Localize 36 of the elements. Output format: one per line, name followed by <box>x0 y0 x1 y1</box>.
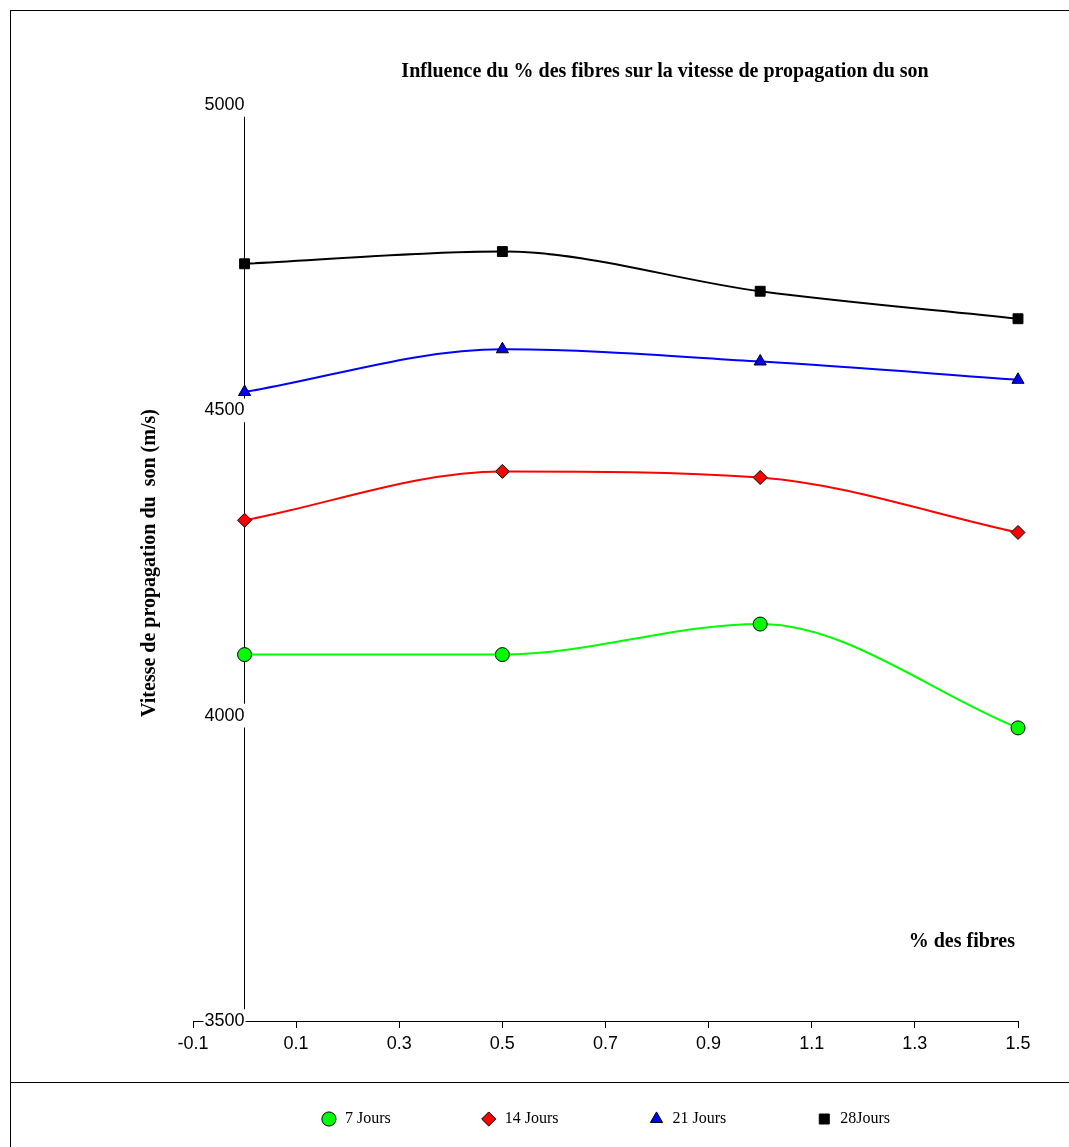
point <box>237 647 253 663</box>
x-axis-title: % des fibres <box>908 929 1016 952</box>
y-tick-label: 5000 <box>204 93 245 114</box>
point <box>1011 372 1025 384</box>
legend-label: 7 Jours <box>344 1109 391 1127</box>
point <box>752 470 768 486</box>
x-tick-label: 0.3 <box>386 1032 412 1053</box>
point <box>1010 524 1026 540</box>
x-tick-label: -0.1 <box>177 1032 209 1053</box>
point <box>1010 720 1026 736</box>
y-tick-label: 4500 <box>204 399 245 420</box>
legend-label: 21 Jours <box>672 1109 727 1127</box>
point <box>496 246 508 258</box>
point <box>1012 313 1024 325</box>
point <box>754 285 766 297</box>
point <box>494 463 510 479</box>
x-tick-label: 0.9 <box>696 1032 722 1053</box>
point <box>237 512 253 528</box>
chart-title: Influence du % des fibres sur la vitesse de propagation du son <box>401 59 929 83</box>
point <box>239 258 251 270</box>
point <box>753 353 767 366</box>
y-tick-label: 4000 <box>204 704 245 725</box>
x-tick-label: 0.1 <box>283 1032 309 1053</box>
point <box>495 341 509 354</box>
legend-label: 14 Jours <box>504 1109 559 1127</box>
x-tick-label: 0.5 <box>489 1032 515 1053</box>
point <box>752 616 768 632</box>
point <box>494 647 510 663</box>
legend-label: 28Jours <box>840 1109 891 1127</box>
x-tick-label: 1.5 <box>1005 1032 1031 1053</box>
y-axis-title: Vitesse de propagation du son (m/s) <box>137 409 161 717</box>
x-tick-label: 0.7 <box>592 1032 619 1053</box>
y-tick-label: 3500 <box>204 1009 245 1030</box>
x-tick-label: 1.1 <box>799 1032 825 1053</box>
point <box>238 384 252 397</box>
x-tick-label: 1.3 <box>902 1032 928 1053</box>
